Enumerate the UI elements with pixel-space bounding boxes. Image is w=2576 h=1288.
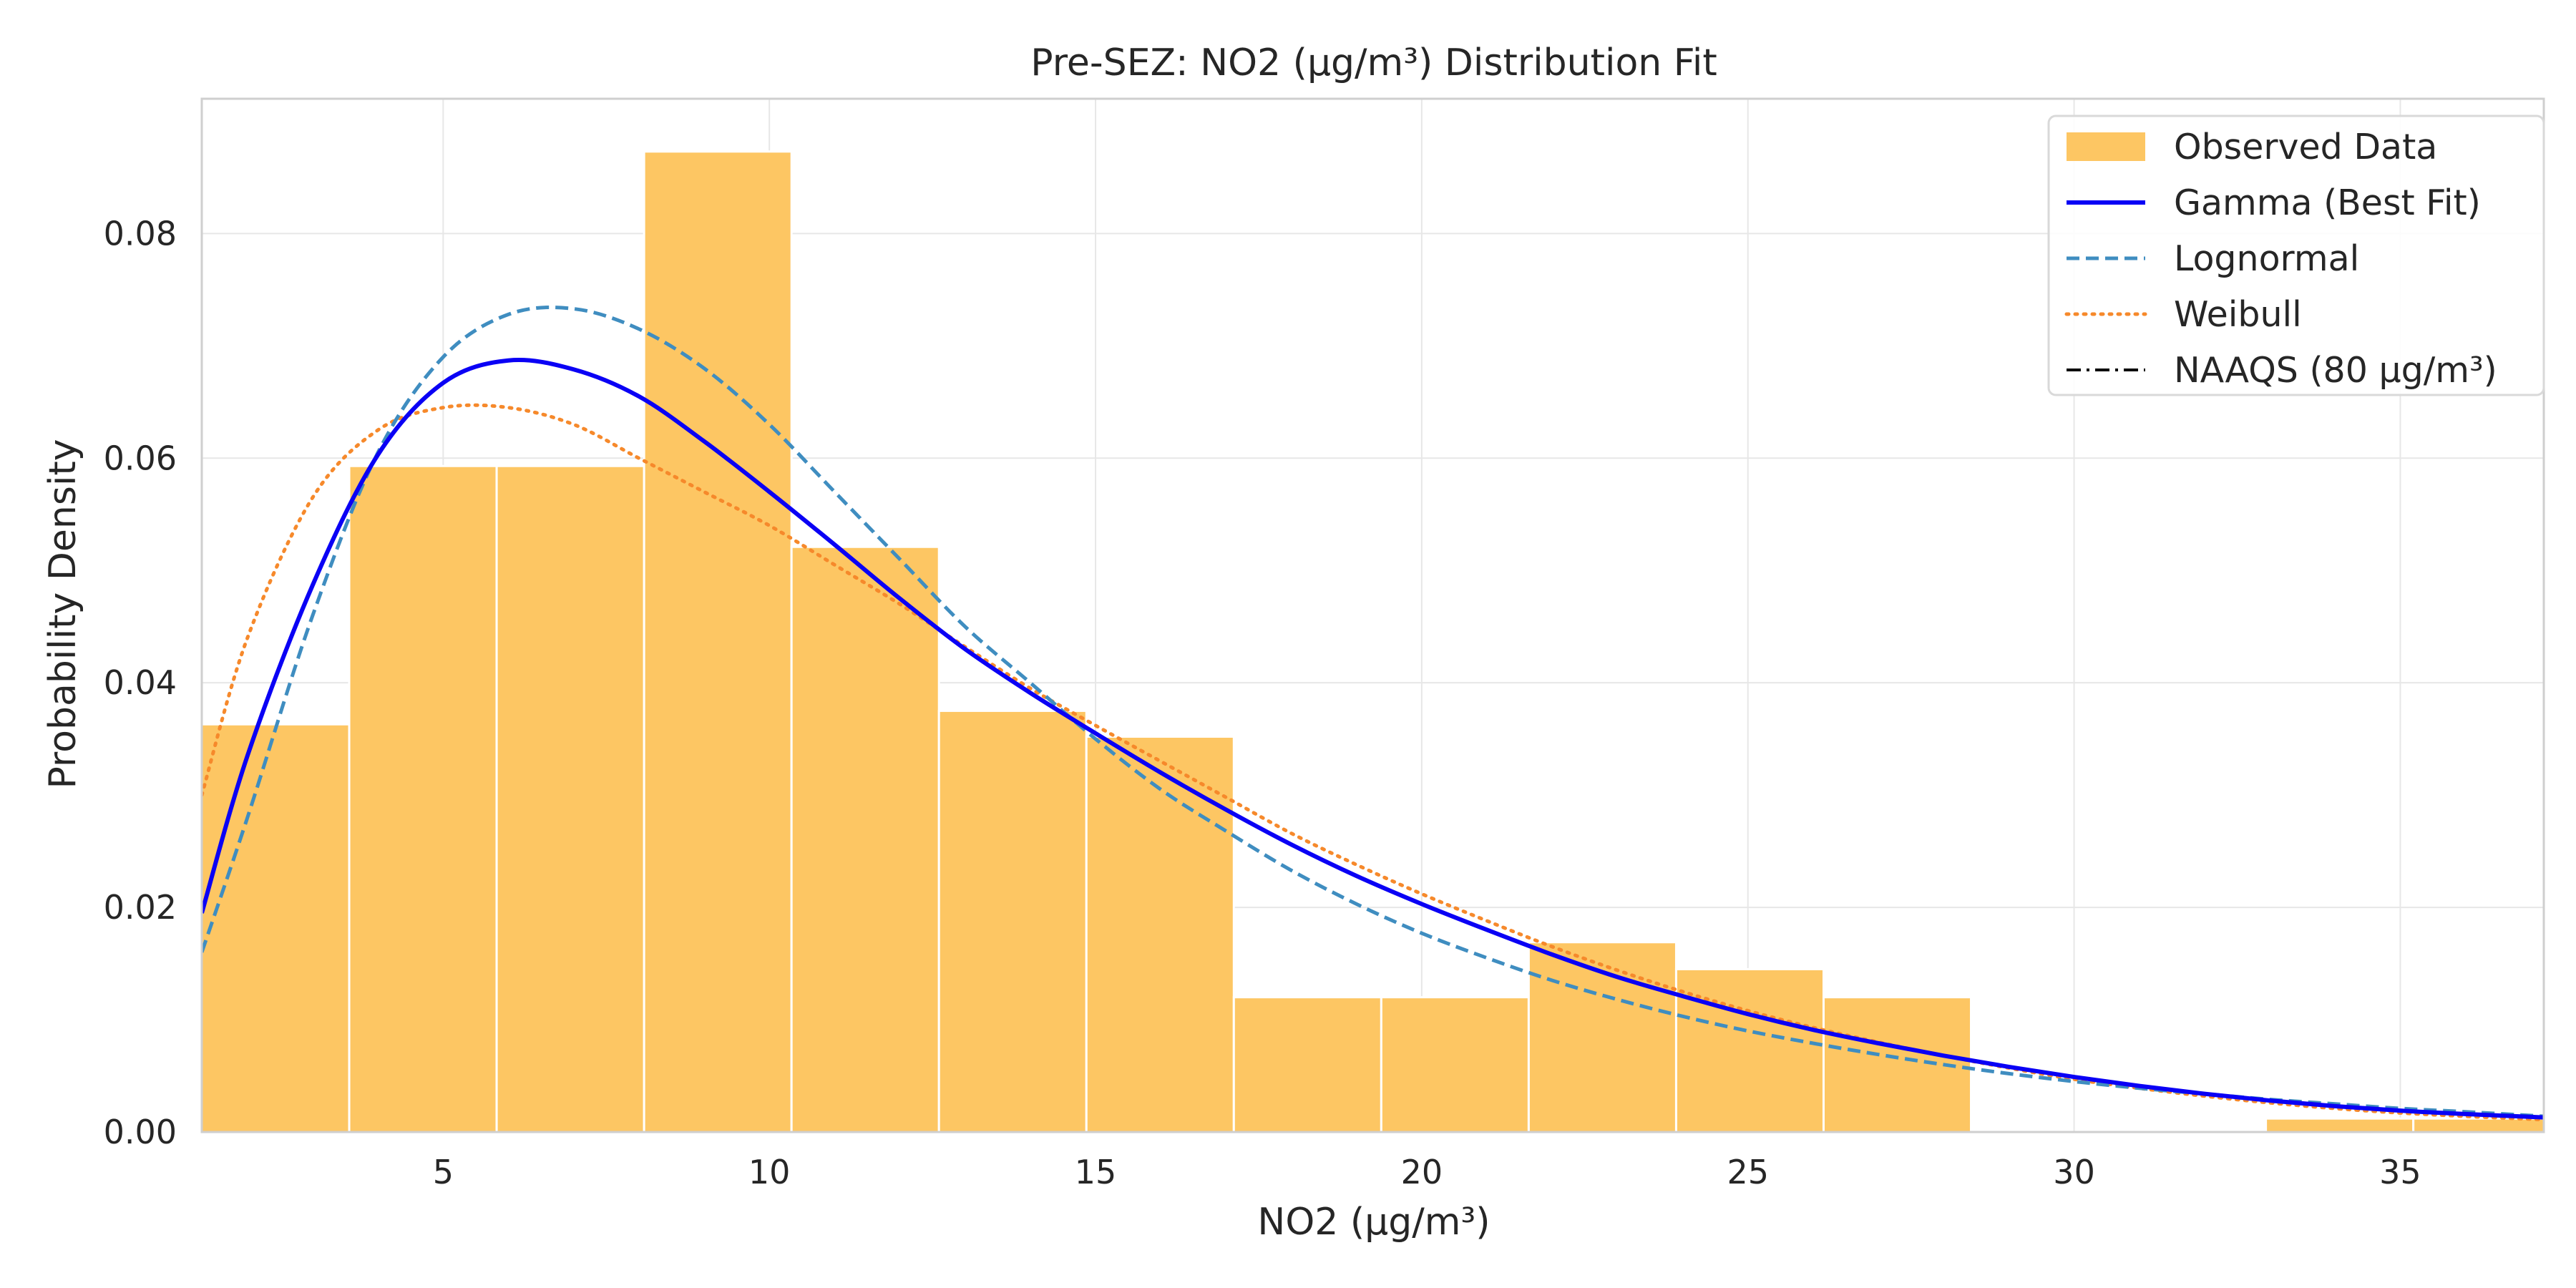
fit-curves xyxy=(202,306,2544,1122)
histogram-bar xyxy=(1674,967,1825,1132)
chart-title: Pre-SEZ: NO2 (µg/m³) Distribution Fit xyxy=(1030,42,1717,84)
histogram-bar xyxy=(495,464,645,1132)
tick-labels: 5 10 15 20 25 30 35 0.00 0.02 0.04 0.06 0.08 xyxy=(104,214,2421,1191)
histogram-bar xyxy=(1380,996,1530,1132)
histogram-bar xyxy=(1085,736,1235,1132)
curve-layer xyxy=(202,306,2544,1122)
observed-histogram xyxy=(202,150,2544,1132)
y-tick-label: 0.04 xyxy=(104,663,177,702)
legend-label: Gamma (Best Fit) xyxy=(2174,182,2481,223)
axes-frame xyxy=(200,97,2545,1133)
x-tick-label: 25 xyxy=(1727,1153,1769,1191)
y-tick-label: 0.06 xyxy=(104,439,177,477)
axes-border xyxy=(200,97,2545,1133)
legend-swatch-observed xyxy=(2067,132,2145,161)
legend-box xyxy=(2047,114,2545,396)
histogram-bar xyxy=(2265,1117,2415,1132)
histogram-bar xyxy=(790,545,940,1132)
legend-label: NAAQS (80 µg/m³) xyxy=(2174,350,2497,391)
x-tick-label: 20 xyxy=(1401,1153,1443,1191)
y-tick-label: 0.02 xyxy=(104,888,177,927)
histogram-bar xyxy=(1232,996,1382,1132)
legend-label: Lognormal xyxy=(2174,238,2359,279)
x-axis-label: NO2 (µg/m³) xyxy=(1257,1201,1490,1244)
legend-label: Observed Data xyxy=(2174,127,2437,167)
x-tick-label: 35 xyxy=(2379,1153,2421,1191)
x-tick-label: 5 xyxy=(433,1153,454,1191)
legend: Observed Data Gamma (Best Fit) Lognormal We… xyxy=(2047,114,2545,396)
histogram-bar xyxy=(202,723,351,1132)
histogram-bar xyxy=(348,464,498,1132)
x-tick-label: 10 xyxy=(748,1153,791,1191)
histogram-bar xyxy=(937,709,1088,1132)
y-tick-label: 0.00 xyxy=(104,1113,177,1151)
x-tick-label: 30 xyxy=(2053,1153,2095,1191)
x-tick-label: 15 xyxy=(1075,1153,1117,1191)
y-axis-label: Probability Density xyxy=(42,439,84,789)
gamma-best-fit-curve xyxy=(202,358,2544,1120)
legend-label: Weibull xyxy=(2174,294,2302,335)
histogram-bar xyxy=(643,150,793,1132)
histogram-bars xyxy=(202,150,2544,1132)
lognormal-curve xyxy=(202,306,2544,1118)
y-tick-label: 0.08 xyxy=(104,214,177,253)
